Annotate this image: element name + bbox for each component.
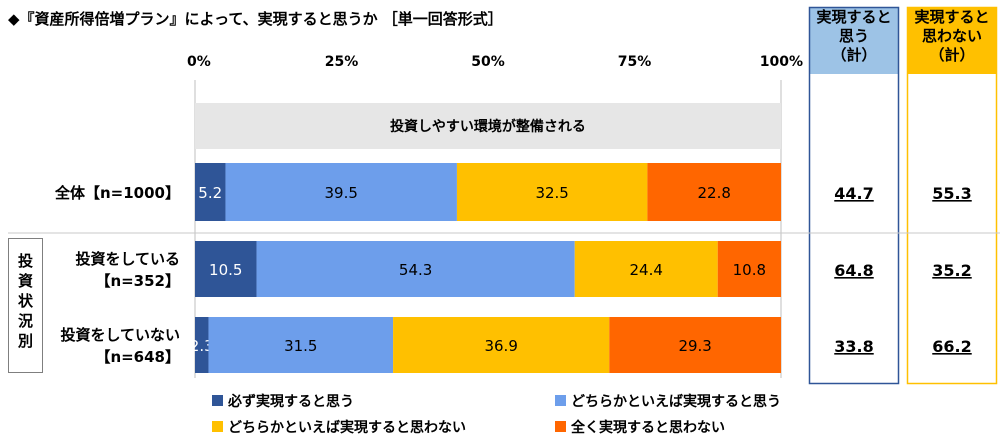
data-label-1-1: 54.3 xyxy=(399,261,432,279)
summary-header-2-line-2: 思わない xyxy=(921,27,982,45)
legend-swatch-1 xyxy=(555,395,566,406)
section-band xyxy=(195,103,781,149)
group-label-char-4: 別 xyxy=(17,332,33,350)
group-label-char-1: 資 xyxy=(18,272,33,290)
summary-header-1-line-1: 実現すると xyxy=(816,8,892,26)
bar-0-3 xyxy=(647,163,781,221)
summary-header-2-line-1: 実現すると xyxy=(914,8,990,26)
bar-2-1 xyxy=(208,317,394,373)
data-label-0-3: 22.8 xyxy=(697,184,730,202)
legend-label-2: どちらかといえば実現すると思わない xyxy=(228,419,466,436)
summary-value-0-2: 33.8 xyxy=(834,337,873,356)
summary-box-1 xyxy=(808,6,900,385)
legend-swatch-3 xyxy=(555,421,566,432)
summary-header-2: 実現すると 思わない （計） xyxy=(908,8,996,74)
summary-header-2-line-3: （計） xyxy=(929,46,975,64)
group-label-char-2: 状 xyxy=(18,292,34,310)
section-label: 投資しやすい環境が整備される xyxy=(390,118,586,135)
summary-header-1-line-3: （計） xyxy=(831,46,877,64)
bar-2-2 xyxy=(393,317,610,373)
bar-2-3 xyxy=(609,317,781,373)
data-label-0-2: 32.5 xyxy=(535,184,568,202)
data-label-2-3: 29.3 xyxy=(678,337,711,355)
category-label-0-0: 全体【n=1000】 xyxy=(54,184,180,202)
summary-value-0-1: 64.8 xyxy=(834,261,873,280)
bar-1-0 xyxy=(195,241,257,297)
data-label-0-1: 39.5 xyxy=(325,184,358,202)
x-tick-label-4: 100% xyxy=(760,54,803,70)
data-label-2-1: 31.5 xyxy=(284,337,317,355)
summary-value-0-0: 44.7 xyxy=(834,184,873,203)
data-label-2-2: 36.9 xyxy=(484,337,517,355)
group-label-box xyxy=(8,238,43,373)
legend-swatch-0 xyxy=(212,395,223,406)
summary-value-1-2: 66.2 xyxy=(932,337,971,356)
legend-label-1: どちらかといえば実現すると思う xyxy=(571,393,781,410)
legend-label-0: 必ず実現すると思う xyxy=(227,393,354,410)
category-label-1-1: 【n=352】 xyxy=(95,272,180,290)
bar-0-1 xyxy=(225,163,457,221)
chart-title: ◆『資産所得倍増プラン』によって、実現すると思うか ［単一回答形式］ xyxy=(8,10,503,28)
x-tick-label-1: 25% xyxy=(325,54,359,70)
bar-1-2 xyxy=(574,241,718,297)
summary-header-1: 実現すると 思う （計） xyxy=(810,8,898,74)
legend-swatch-2 xyxy=(212,421,223,432)
summary-value-1-0: 55.3 xyxy=(932,184,971,203)
bar-0-2 xyxy=(456,163,648,221)
summary-value-1-1: 35.2 xyxy=(932,261,971,280)
x-tick-label-2: 50% xyxy=(471,54,505,70)
x-tick-label-0: 0% xyxy=(187,54,211,70)
data-label-0-0: 5.2 xyxy=(198,184,222,202)
data-label-1-0: 10.5 xyxy=(209,261,242,279)
data-label-1-3: 10.8 xyxy=(733,261,766,279)
x-tick-label-3: 75% xyxy=(618,54,652,70)
legend-label-3: 全く実現すると思わない xyxy=(570,419,725,436)
summary-box-2 xyxy=(906,6,998,385)
bar-1-3 xyxy=(717,241,781,297)
group-label-char-0: 投 xyxy=(18,252,33,270)
data-label-2-0: 2.3 xyxy=(190,337,214,355)
summary-header-1-line-2: 思う xyxy=(838,27,869,45)
category-label-2-1: 【n=648】 xyxy=(95,348,180,366)
category-label-2-0: 投資をしていない xyxy=(60,326,180,344)
bar-1-1 xyxy=(256,241,575,297)
group-label-char-3: 況 xyxy=(18,312,33,330)
data-label-1-2: 24.4 xyxy=(630,261,663,279)
bar-0-0 xyxy=(195,163,226,221)
bar-2-0 xyxy=(195,317,209,373)
category-label-1-0: 投資をしている xyxy=(75,250,180,268)
